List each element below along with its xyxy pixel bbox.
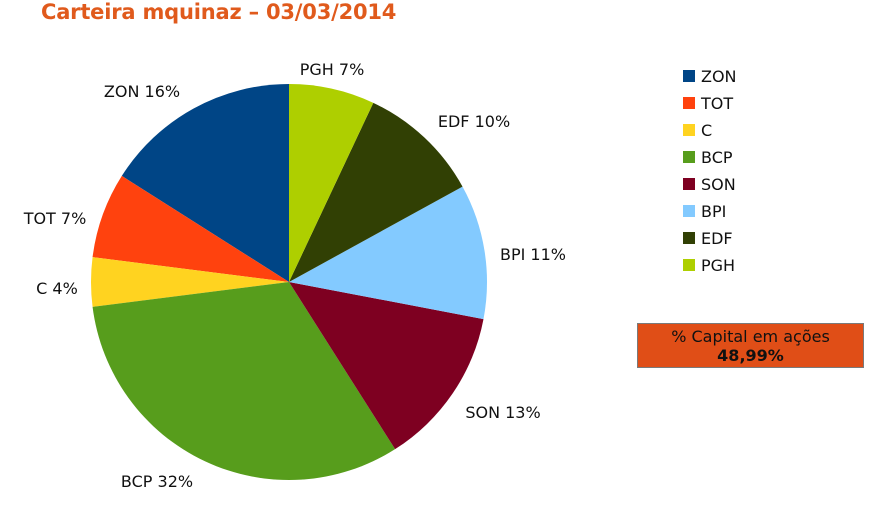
pie-slice-son xyxy=(289,282,484,450)
pie-slice-pgh xyxy=(289,84,374,282)
slice-label-pgh: PGH 7% xyxy=(300,60,365,79)
pie-slice-bpi xyxy=(289,186,487,320)
slice-label-zon: ZON 16% xyxy=(104,82,180,101)
legend-label-zon: ZON xyxy=(701,67,737,86)
slice-label-c: C 4% xyxy=(36,279,78,298)
legend-swatch-zon xyxy=(683,70,695,82)
legend-label-bcp: BCP xyxy=(701,148,733,167)
legend-swatch-tot xyxy=(683,97,695,109)
pie-slices xyxy=(90,84,487,481)
legend-swatch-edf xyxy=(683,232,695,244)
capital-in-shares-box: % Capital em ações 48,99% xyxy=(637,323,864,368)
capital-label: % Capital em ações xyxy=(671,327,830,346)
slice-label-bcp: BCP 32% xyxy=(121,472,193,491)
slice-label-edf: EDF 10% xyxy=(438,112,510,131)
capital-value: 48,99% xyxy=(717,346,784,365)
slice-label-tot: TOT 7% xyxy=(23,209,87,228)
legend-swatch-son xyxy=(683,178,695,190)
pie-slice-edf xyxy=(289,102,463,282)
legend-label-bpi: BPI xyxy=(701,202,726,221)
legend-swatch-c xyxy=(683,124,695,136)
legend-label-edf: EDF xyxy=(701,229,733,248)
legend-label-pgh: PGH xyxy=(701,256,735,275)
legend-label-tot: TOT xyxy=(700,94,733,113)
legend-swatch-pgh xyxy=(683,259,695,271)
chart-title: Carteira mquinaz – 03/03/2014 xyxy=(41,0,397,24)
slice-label-bpi: BPI 11% xyxy=(500,245,566,264)
slice-labels: ZON 16% TOT 7% C 4% BCP 32% SON 13% BPI 11% ED… xyxy=(23,60,566,491)
legend: ZON TOT C BCP SON BPI EDF PGH xyxy=(683,67,737,275)
pie-slice-zon xyxy=(121,84,289,282)
legend-label-c: C xyxy=(701,121,712,140)
legend-swatch-bcp xyxy=(683,151,695,163)
pie-slice-c xyxy=(90,257,289,307)
legend-swatch-bpi xyxy=(683,205,695,217)
pie-slice-tot xyxy=(92,175,289,282)
slice-label-son: SON 13% xyxy=(465,403,540,422)
legend-label-son: SON xyxy=(701,175,736,194)
pie-slice-bcp xyxy=(92,282,396,481)
